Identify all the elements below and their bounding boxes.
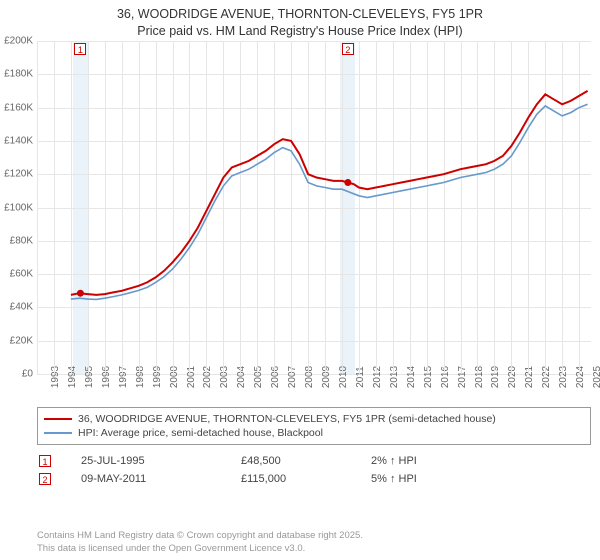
- series-line: [71, 91, 588, 295]
- sale-dot: [344, 179, 351, 186]
- title-line-1: 36, WOODRIDGE AVENUE, THORNTON-CLEVELEYS…: [0, 6, 600, 23]
- legend-swatch-property: [44, 418, 72, 420]
- sale-rows: 1 25-JUL-1995 £48,500 2% ↑ HPI 2 09-MAY-2011 £…: [37, 451, 591, 487]
- sale-detail-row: 1 25-JUL-1995 £48,500 2% ↑ HPI: [37, 451, 591, 469]
- legend-row-hpi: HPI: Average price, semi-detached house,…: [44, 426, 584, 440]
- y-axis-tick-label: £60K: [10, 269, 33, 280]
- footer-line-1: Contains HM Land Registry data © Crown c…: [37, 530, 363, 542]
- sale-num-badge: 1: [39, 455, 51, 467]
- legend-swatch-hpi: [44, 432, 72, 434]
- chart-title-block: 36, WOODRIDGE AVENUE, THORNTON-CLEVELEYS…: [0, 0, 600, 44]
- legend-label-property: 36, WOODRIDGE AVENUE, THORNTON-CLEVELEYS…: [78, 413, 496, 425]
- y-axis-tick-label: £200K: [4, 36, 33, 47]
- series-line: [71, 104, 588, 299]
- y-axis-tick-label: £160K: [4, 102, 33, 113]
- legend-label-hpi: HPI: Average price, semi-detached house,…: [78, 427, 323, 439]
- sale-date: 25-JUL-1995: [81, 455, 211, 467]
- y-axis-tick-label: £180K: [4, 69, 33, 80]
- y-axis-tick-label: £100K: [4, 202, 33, 213]
- legend-block: 36, WOODRIDGE AVENUE, THORNTON-CLEVELEYS…: [37, 407, 591, 487]
- chart-svg: [37, 41, 591, 374]
- y-axis-tick-label: £20K: [10, 335, 33, 346]
- legend-row-property: 36, WOODRIDGE AVENUE, THORNTON-CLEVELEYS…: [44, 412, 584, 426]
- sale-date: 09-MAY-2011: [81, 473, 211, 485]
- legend-box: 36, WOODRIDGE AVENUE, THORNTON-CLEVELEYS…: [37, 407, 591, 445]
- footer-attribution: Contains HM Land Registry data © Crown c…: [37, 530, 363, 555]
- sale-price: £48,500: [241, 455, 341, 467]
- y-axis-tick-label: £120K: [4, 169, 33, 180]
- sale-num-badge: 2: [39, 473, 51, 485]
- sale-dot: [77, 290, 84, 297]
- y-axis-tick-label: £80K: [10, 235, 33, 246]
- footer-line-2: This data is licensed under the Open Gov…: [37, 543, 363, 555]
- title-line-2: Price paid vs. HM Land Registry's House …: [0, 23, 600, 40]
- sale-delta: 5% ↑ HPI: [371, 473, 417, 485]
- y-axis-tick-label: £140K: [4, 135, 33, 146]
- sale-price: £115,000: [241, 473, 341, 485]
- y-axis-tick-label: £40K: [10, 302, 33, 313]
- sale-delta: 2% ↑ HPI: [371, 455, 417, 467]
- sale-detail-row: 2 09-MAY-2011 £115,000 5% ↑ HPI: [37, 469, 591, 487]
- chart-plot-area: £0£20K£40K£60K£80K£100K£120K£140K£160K£1…: [37, 41, 591, 374]
- y-axis-tick-label: £0: [22, 369, 33, 380]
